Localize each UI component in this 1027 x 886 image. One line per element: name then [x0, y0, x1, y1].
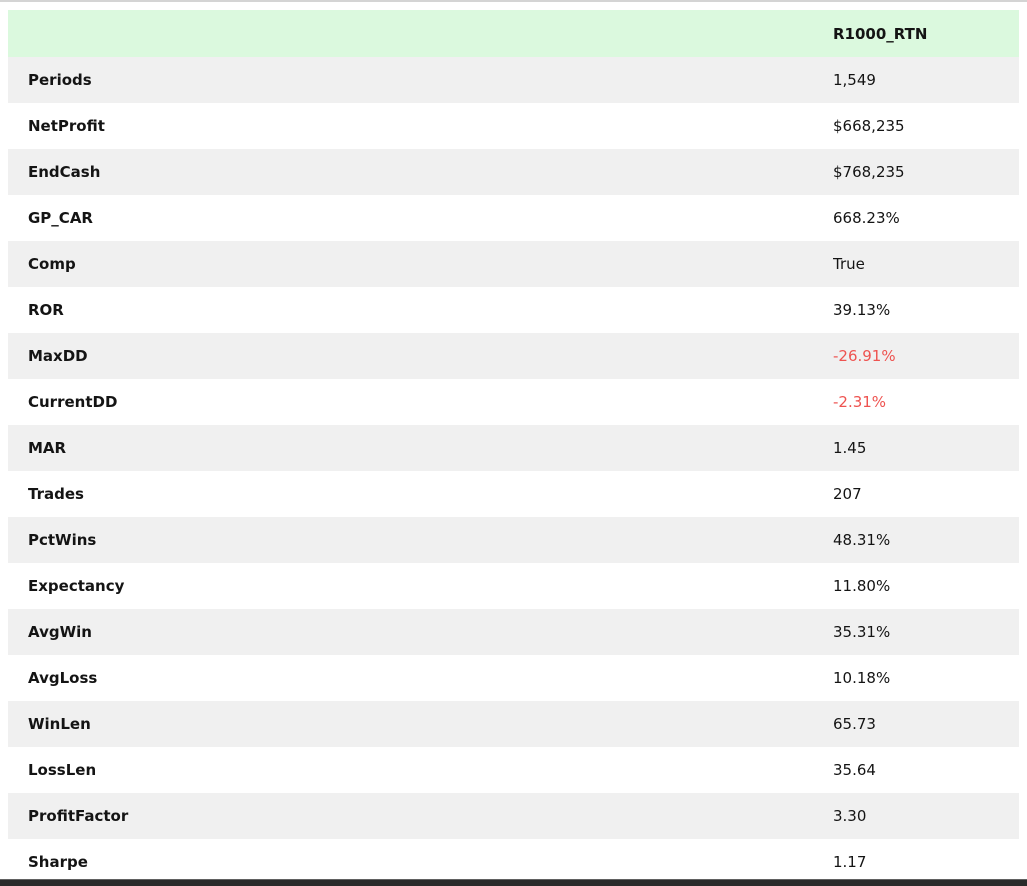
table-row: ROR 39.13%: [8, 287, 1019, 333]
value-column-header: R1000_RTN: [833, 10, 1019, 57]
table-row: WinLen 65.73: [8, 701, 1019, 747]
table-row: ProfitFactor 3.30: [8, 793, 1019, 839]
metric-value: 39.13%: [833, 301, 891, 319]
table-row: AvgLoss 10.18%: [8, 655, 1019, 701]
table-row: Expectancy 11.80%: [8, 563, 1019, 609]
metric-value: 35.64: [833, 761, 876, 779]
metric-label: MaxDD: [28, 347, 88, 365]
performance-stats-table: R1000_RTN Periods 1,549 NetProfit $668,2…: [8, 10, 1019, 885]
metric-value: -26.91%: [833, 347, 896, 365]
metric-label: ProfitFactor: [28, 807, 129, 825]
metric-value: 3.30: [833, 807, 867, 825]
metric-value: -2.31%: [833, 393, 887, 411]
table-row: LossLen 35.64: [8, 747, 1019, 793]
table-row: NetProfit $668,235: [8, 103, 1019, 149]
table-row: GP_CAR 668.23%: [8, 195, 1019, 241]
metric-label: ROR: [28, 301, 64, 319]
metric-label: CurrentDD: [28, 393, 118, 411]
metric-value: 668.23%: [833, 209, 900, 227]
metric-value: 48.31%: [833, 531, 891, 549]
metric-label: PctWins: [28, 531, 97, 549]
table-row: AvgWin 35.31%: [8, 609, 1019, 655]
metric-label: AvgWin: [28, 623, 92, 641]
metric-value: True: [833, 255, 865, 273]
top-divider-line: [0, 0, 1027, 2]
bottom-dark-bar: [0, 879, 1027, 886]
table-row: CurrentDD -2.31%: [8, 379, 1019, 425]
metric-value: 1.45: [833, 439, 867, 457]
metric-label: Expectancy: [28, 577, 125, 595]
empty-header-cell: [8, 10, 833, 57]
table-row: EndCash $768,235: [8, 149, 1019, 195]
metric-value: $768,235: [833, 163, 905, 181]
table-header: R1000_RTN: [8, 10, 1019, 57]
metric-value: 65.73: [833, 715, 876, 733]
metric-label: Trades: [28, 485, 84, 503]
table-body: Periods 1,549 NetProfit $668,235 EndCash…: [8, 57, 1019, 885]
metric-label: MAR: [28, 439, 67, 457]
metric-value: 207: [833, 485, 862, 503]
table-row: MAR 1.45: [8, 425, 1019, 471]
metric-label: GP_CAR: [28, 209, 93, 227]
table-row: Periods 1,549: [8, 57, 1019, 103]
metric-value: 1,549: [833, 71, 876, 89]
metric-label: Comp: [28, 255, 76, 273]
metric-label: AvgLoss: [28, 669, 98, 687]
metric-label: WinLen: [28, 715, 91, 733]
metric-label: EndCash: [28, 163, 101, 181]
metric-label: Sharpe: [28, 853, 88, 871]
metric-value: 1.17: [833, 853, 867, 871]
table-row: Comp True: [8, 241, 1019, 287]
metric-label: LossLen: [28, 761, 97, 779]
metric-value: $668,235: [833, 117, 905, 135]
metric-label: Periods: [28, 71, 92, 89]
metric-value: 35.31%: [833, 623, 891, 641]
metric-value: 10.18%: [833, 669, 891, 687]
table-row: Trades 207: [8, 471, 1019, 517]
metric-label: NetProfit: [28, 117, 105, 135]
table-row: PctWins 48.31%: [8, 517, 1019, 563]
header-row: R1000_RTN: [8, 10, 1019, 57]
metric-value: 11.80%: [833, 577, 891, 595]
table-row: MaxDD -26.91%: [8, 333, 1019, 379]
table-row: Sharpe 1.17: [8, 839, 1019, 885]
